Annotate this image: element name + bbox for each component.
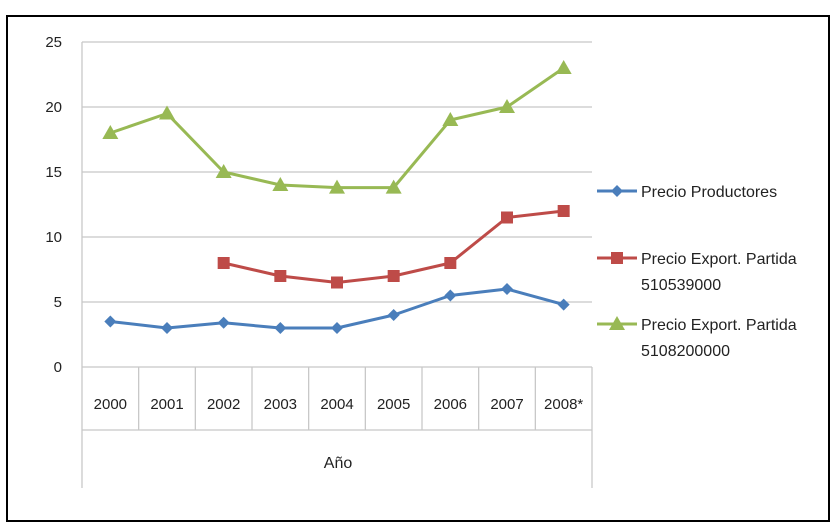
legend-item-2: Precio Export. Partida 510539000 xyxy=(597,251,797,294)
data-point xyxy=(557,298,570,311)
chart-border xyxy=(6,15,830,522)
legend-label: Precio Productores xyxy=(641,184,777,201)
x-tick-label: 2000 xyxy=(94,396,127,413)
data-point xyxy=(159,105,175,120)
series-2 xyxy=(217,205,570,289)
data-point xyxy=(387,270,400,282)
x-tick-label: 2003 xyxy=(264,396,297,413)
data-point xyxy=(274,322,287,334)
data-point xyxy=(442,112,459,126)
data-point xyxy=(215,164,232,178)
x-tick-label: 2004 xyxy=(320,396,353,413)
data-point xyxy=(329,179,345,194)
data-point xyxy=(161,322,173,334)
y-tick-label: 20 xyxy=(45,99,62,116)
legend-marker xyxy=(609,316,625,330)
x-tick-label: 2005 xyxy=(377,396,410,413)
x-tick-label: 2006 xyxy=(434,396,467,413)
series-1 xyxy=(104,283,570,334)
y-tick-label: 15 xyxy=(45,164,62,181)
legend-label: 5108200000 xyxy=(641,343,730,360)
data-point xyxy=(104,315,117,328)
data-point xyxy=(444,289,457,302)
data-point xyxy=(501,211,513,224)
y-tick-label: 10 xyxy=(45,229,62,246)
legend-item-1: Precio Productores xyxy=(597,184,777,201)
data-point xyxy=(331,322,343,334)
data-point xyxy=(501,283,513,295)
y-tick-label: 5 xyxy=(54,294,62,311)
legend-label: 510539000 xyxy=(641,277,721,294)
x-tick-label: 2007 xyxy=(490,396,523,413)
data-point xyxy=(387,309,400,321)
x-tick-label: 2008* xyxy=(544,396,583,413)
data-point xyxy=(499,99,515,113)
data-point xyxy=(555,60,572,74)
data-point xyxy=(217,257,230,269)
legend-label: Precio Export. Partida xyxy=(641,317,797,334)
data-point xyxy=(385,179,402,194)
y-tick-label: 0 xyxy=(54,359,62,376)
series-3 xyxy=(102,60,572,194)
legend-marker xyxy=(611,252,623,264)
legend-item-3: Precio Export. Partida 5108200000 xyxy=(597,316,797,360)
x-axis: 2000 2001 2002 2003 2004 2005 2006 2007 2008* xyxy=(81,42,593,488)
data-point xyxy=(217,316,230,329)
y-tick-label: 25 xyxy=(45,34,62,51)
data-point xyxy=(102,125,119,139)
legend-label: Precio Export. Partida xyxy=(641,251,797,268)
x-axis-label: Año xyxy=(324,455,353,472)
data-point xyxy=(272,177,289,191)
series-layer xyxy=(102,60,572,334)
y-axis-ticks: 0 5 10 15 20 25 xyxy=(45,34,62,376)
x-tick-label: 2002 xyxy=(207,396,240,413)
data-point xyxy=(557,205,570,217)
data-point xyxy=(331,276,343,289)
data-point xyxy=(274,270,287,282)
legend: Precio Productores Precio Export. Partida… xyxy=(597,184,797,360)
legend-marker xyxy=(611,185,623,197)
data-point xyxy=(444,257,457,269)
x-tick-label: 2001 xyxy=(150,396,183,413)
